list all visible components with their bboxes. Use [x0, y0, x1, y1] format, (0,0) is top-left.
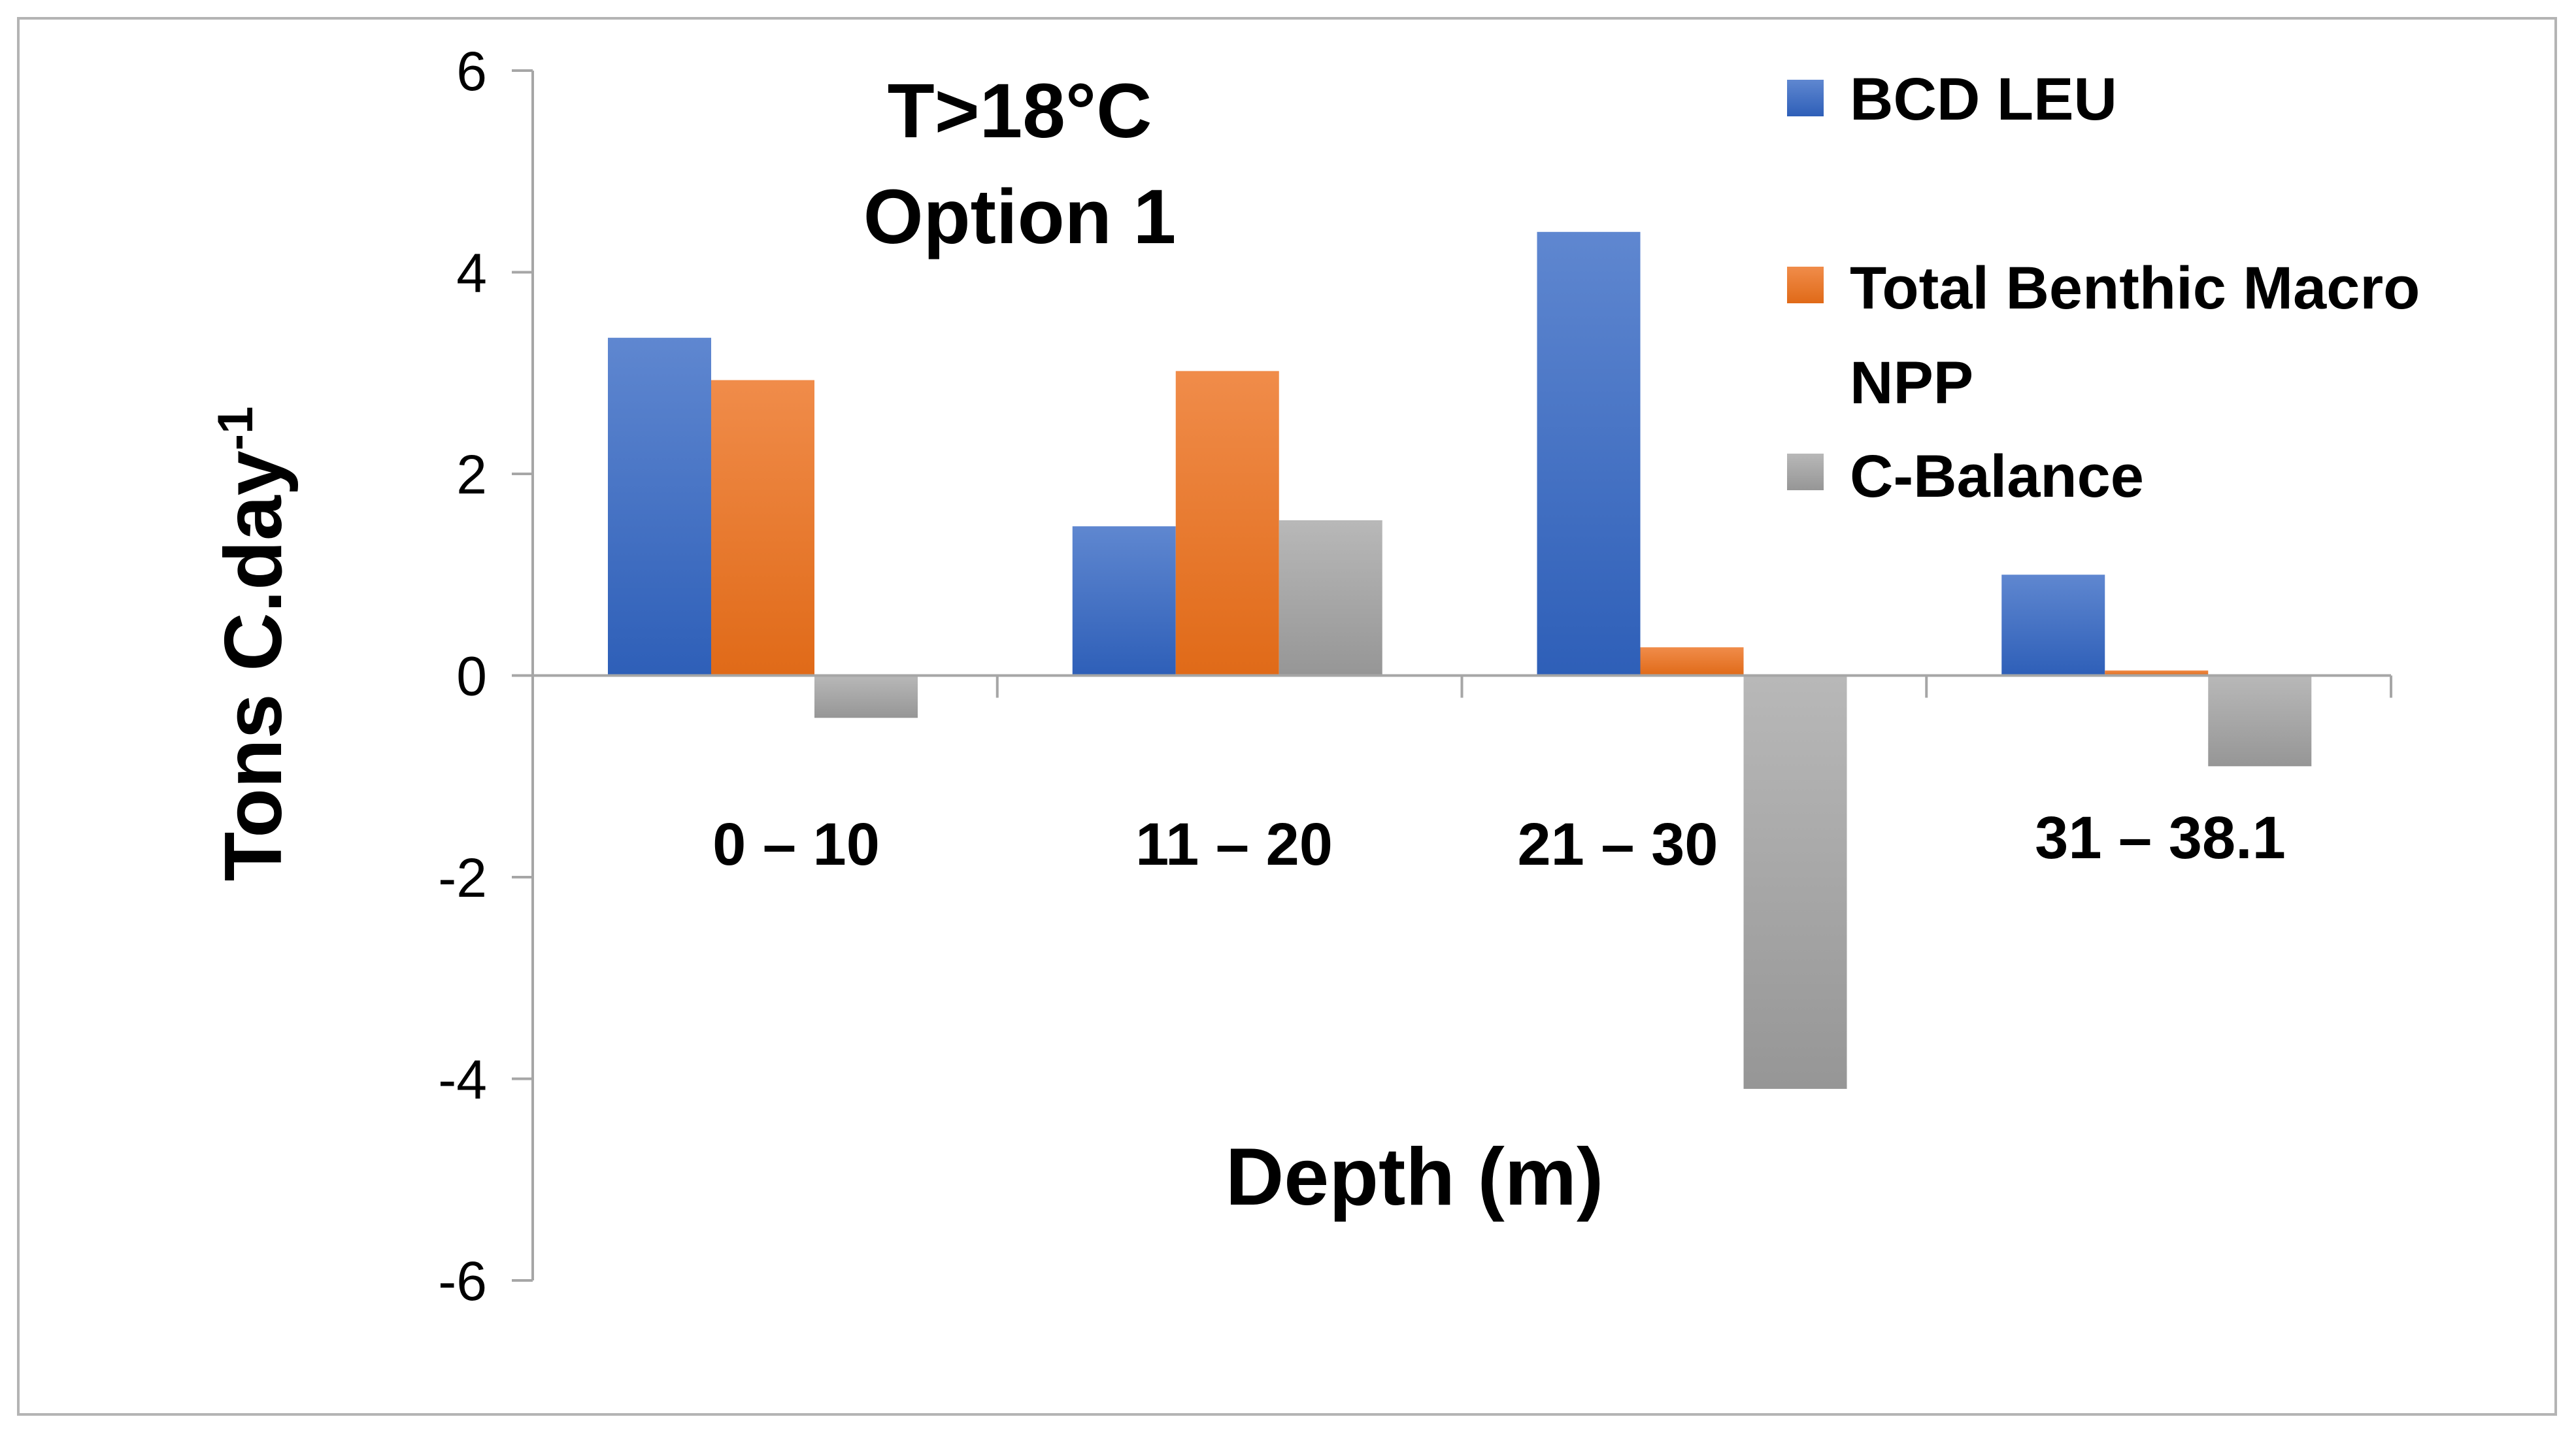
bar-c-balance-31-38-1 [2208, 675, 2312, 767]
y-tick-label: 4 [456, 242, 487, 304]
category-label-0-10: 0 – 10 [712, 811, 880, 878]
category-label-31-38-1: 31 – 38.1 [2035, 805, 2286, 871]
bar-bcd-leu-21-30 [1537, 231, 1641, 676]
legend: BCD LEU Total Benthic Macro NPP C-Balanc… [1787, 66, 2420, 510]
y-axis-title: Tons C.day-1 [208, 407, 299, 882]
chart-canvas: 6 4 2 0 -2 -4 -6 0 – 10 11 – 20 21 – 30 31 – 38.1… [208, 41, 2420, 1312]
y-axis-ticks: 6 4 2 0 -2 -4 -6 [438, 41, 533, 1312]
legend-label-c-balance: C-Balance [1850, 443, 2144, 510]
bar-bcd-leu-0-10 [608, 337, 711, 676]
chart-title-line-2: Option 1 [863, 174, 1177, 260]
category-labels: 0 – 10 11 – 20 21 – 30 31 – 38.1 [712, 805, 2286, 878]
bar-c-balance-0-10 [814, 675, 918, 718]
bar-total-benthic-macro-npp-11-20 [1175, 371, 1279, 676]
y-tick-label: 2 [456, 444, 487, 505]
y-tick-label: -6 [438, 1250, 487, 1312]
bar-total-benthic-macro-npp-31-38-1 [2105, 670, 2209, 676]
y-tick-label: 0 [456, 646, 487, 707]
bar-c-balance-21-30 [1743, 675, 1847, 1089]
chart-title-line-1: T>18°C [888, 68, 1152, 154]
bar-bcd-leu-31-38-1 [2001, 575, 2105, 676]
x-axis-ticks [531, 675, 2392, 698]
bar-c-balance-11-20 [1279, 520, 1382, 676]
y-tick-label: 6 [456, 41, 487, 102]
y-tick-label: -4 [438, 1049, 487, 1110]
bar-total-benthic-macro-npp-0-10 [711, 380, 814, 676]
y-tick-label: -2 [438, 847, 487, 909]
legend-swatch-c-balance [1787, 454, 1824, 490]
legend-swatch-bcd-leu [1787, 80, 1824, 116]
bars-layer [608, 231, 2312, 1089]
legend-label-total-benthic-macro-npp-line-1: Total Benthic Macro [1850, 255, 2420, 322]
y-axis-title-superscript: -1 [208, 407, 263, 451]
x-axis-title: Depth (m) [1226, 1132, 1604, 1222]
legend-label-total-benthic-macro-npp-line-2: NPP [1850, 350, 1973, 416]
bar-total-benthic-macro-npp-21-30 [1640, 647, 1744, 676]
category-label-21-30: 21 – 30 [1518, 811, 1718, 878]
legend-swatch-total-benthic-macro-npp [1787, 267, 1824, 303]
category-label-11-20: 11 – 20 [1135, 811, 1333, 878]
bar-bcd-leu-11-20 [1072, 526, 1176, 676]
chart-frame: 6 4 2 0 -2 -4 -6 0 – 10 11 – 20 21 – 30 31 – 38.1… [17, 17, 2557, 1416]
y-axis-title-main: Tons C.day [209, 450, 299, 881]
legend-label-bcd-leu: BCD LEU [1850, 66, 2117, 133]
